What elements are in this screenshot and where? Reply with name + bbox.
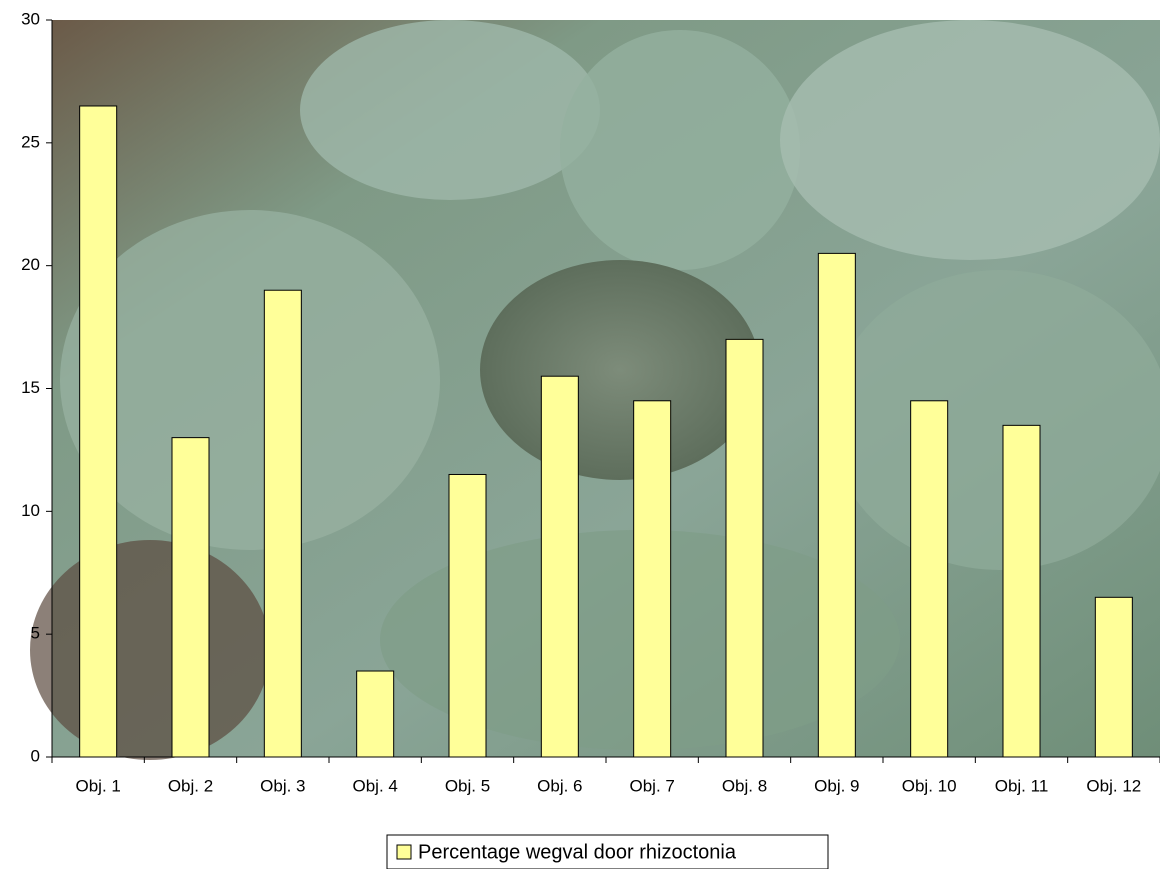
bar bbox=[449, 474, 486, 757]
x-tick-label: Obj. 8 bbox=[722, 776, 767, 795]
x-tick-label: Obj. 2 bbox=[168, 776, 213, 795]
legend-label: Percentage wegval door rhizoctonia bbox=[418, 841, 737, 863]
y-tick-label: 15 bbox=[21, 378, 40, 397]
bar bbox=[1003, 425, 1040, 757]
y-tick-label: 25 bbox=[21, 132, 40, 151]
x-tick-label: Obj. 11 bbox=[995, 776, 1049, 795]
x-tick-label: Obj. 12 bbox=[1086, 776, 1141, 795]
bar bbox=[541, 376, 578, 757]
x-tick-label: Obj. 5 bbox=[445, 776, 490, 795]
bar bbox=[1095, 597, 1132, 757]
chart: 0 5 10 15 20 25 30 Percentage wegval door rhizo… bbox=[0, 0, 1160, 869]
bar bbox=[264, 290, 301, 757]
x-tick-label: Obj. 9 bbox=[814, 776, 859, 795]
y-tick-label: 5 bbox=[31, 624, 40, 643]
bar bbox=[357, 671, 394, 757]
bar bbox=[80, 106, 117, 757]
x-tick-label: Obj. 3 bbox=[260, 776, 305, 795]
x-tick-label: Obj. 7 bbox=[629, 776, 674, 795]
bar bbox=[726, 339, 763, 757]
bar bbox=[172, 438, 209, 757]
x-tick-label: Obj. 6 bbox=[537, 776, 582, 795]
x-tick-label: Obj. 4 bbox=[352, 776, 397, 795]
bar bbox=[634, 401, 671, 757]
y-tick-label: 30 bbox=[21, 9, 40, 28]
y-tick-label: 10 bbox=[21, 501, 40, 520]
bar bbox=[818, 253, 855, 757]
y-tick-label: 20 bbox=[21, 255, 40, 274]
x-tick-label: Obj. 10 bbox=[902, 776, 957, 795]
bar bbox=[911, 401, 948, 757]
legend-swatch bbox=[397, 845, 411, 859]
y-tick-label: 0 bbox=[31, 746, 40, 765]
x-tick-label: Obj. 1 bbox=[75, 776, 120, 795]
